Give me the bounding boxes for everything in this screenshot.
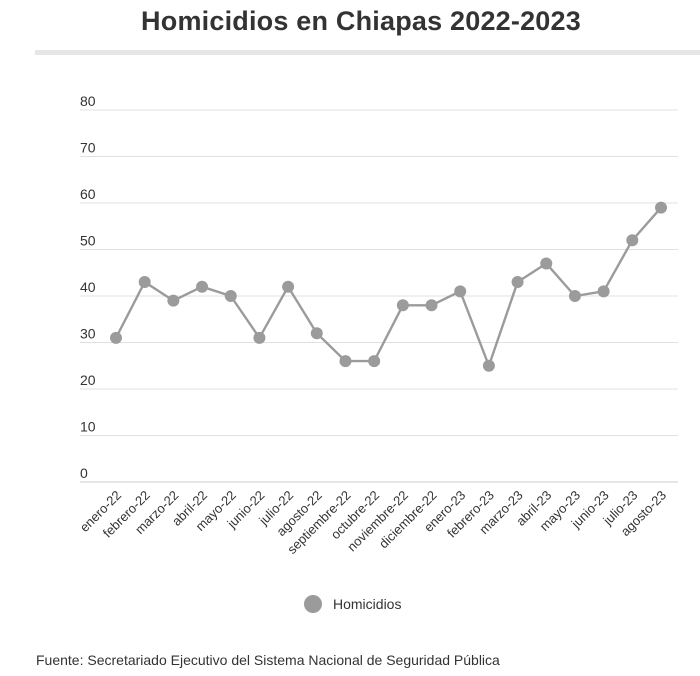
- legend-label: Homicidios: [333, 596, 402, 612]
- data-point: [368, 355, 381, 368]
- legend[interactable]: Homicidios: [304, 595, 401, 613]
- data-point: [310, 327, 323, 340]
- data-point: [540, 257, 553, 270]
- data-point: [482, 359, 495, 372]
- data-point: [167, 294, 180, 307]
- legend-marker-icon: [304, 595, 322, 613]
- data-point: [454, 285, 467, 298]
- data-point: [597, 285, 610, 298]
- y-tick-label: 80: [80, 93, 96, 109]
- y-tick-label: 60: [80, 186, 96, 202]
- data-point: [425, 299, 438, 312]
- chart-title: Homicidios en Chiapas 2022-2023: [141, 6, 581, 36]
- y-tick-label: 30: [80, 326, 96, 342]
- y-axis-ticks: 0 10 20 30 40 50 60 70 80: [80, 93, 96, 481]
- data-point: [339, 355, 352, 368]
- grid-lines: [80, 109, 678, 483]
- data-point: [282, 280, 295, 293]
- y-tick-label: 20: [80, 372, 96, 388]
- data-point: [138, 276, 151, 289]
- y-tick-label: 70: [80, 140, 96, 156]
- x-axis-ticks: enero-22febrero-22marzo-22abril-22mayo-2…: [77, 488, 669, 557]
- data-point: [511, 276, 524, 289]
- data-point: [110, 331, 122, 344]
- title-divider: [35, 50, 700, 55]
- data-point: [626, 234, 639, 247]
- data-point: [253, 331, 266, 344]
- data-point: [568, 290, 581, 302]
- y-tick-label: 10: [80, 419, 96, 435]
- data-point: [396, 299, 409, 312]
- series-homicidios: [110, 201, 667, 372]
- data-point: [224, 290, 237, 302]
- y-tick-label: 50: [80, 233, 96, 249]
- y-tick-label: 40: [80, 279, 96, 295]
- data-point: [196, 280, 209, 293]
- y-tick-label: 0: [80, 465, 88, 481]
- source-note: Fuente: Secretariado Ejecutivo del Siste…: [36, 652, 500, 668]
- data-point: [655, 201, 667, 214]
